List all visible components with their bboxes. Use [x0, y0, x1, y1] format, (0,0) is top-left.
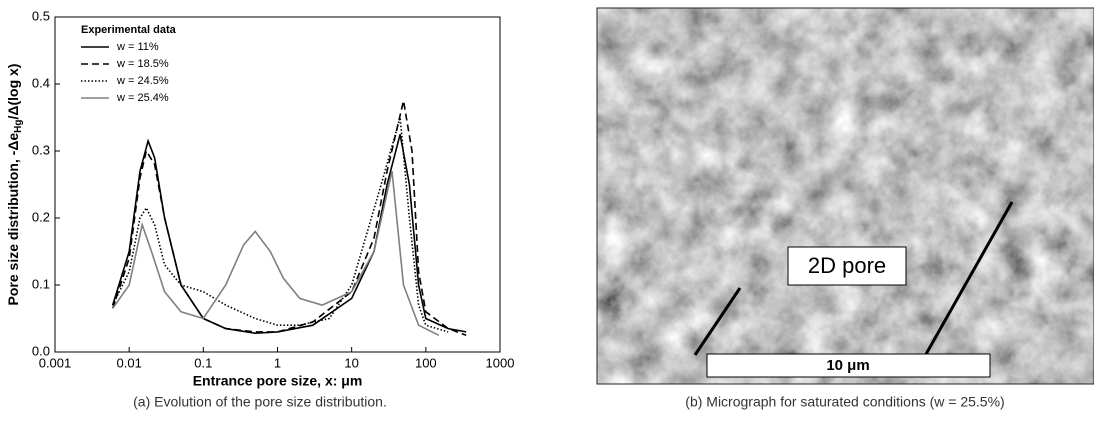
micrograph-image: [597, 8, 1094, 384]
micrograph-border: [596, 7, 1094, 385]
legend-label: w = 18.5%: [116, 58, 169, 70]
caption: (b) Micrograph for saturated conditions …: [685, 394, 1004, 410]
y-axis-label: Pore size distribution, -ΔeHg/Δ(log x): [5, 64, 24, 306]
y-tick-label: 0.4: [32, 75, 50, 90]
series-line: [112, 170, 440, 337]
y-tick-label: 0.3: [32, 142, 50, 157]
x-tick-label: 1: [274, 355, 281, 370]
y-axis-label-part: Pore size distribution, -Δe: [5, 133, 21, 306]
chart: 0.0 0.1 0.2 0.3 0.4 0.5 0.001 0.01 0.1 1 10 100 1000…: [5, 8, 515, 388]
scale-bar-label: 10 μm: [826, 357, 869, 374]
pore-label-box: [787, 246, 907, 286]
x-tick-label: 0.1: [194, 355, 212, 370]
scale-bar: [706, 353, 991, 378]
x-tick-label: 1000: [486, 355, 515, 370]
series-line: [111, 134, 467, 335]
x-tick-label: 10: [344, 355, 358, 370]
y-tick-label: 0.2: [32, 209, 50, 224]
y-tick-label: 0.5: [32, 8, 50, 23]
pore-label: 2D pore: [808, 253, 886, 278]
series-line: [111, 100, 467, 337]
pore-line: [693, 287, 742, 356]
y-tick-label: 0.0: [32, 343, 50, 358]
legend-label: w = 24.5%: [116, 75, 169, 87]
x-axis-label: Entrance pore size, x: μm: [193, 373, 363, 389]
legend-label: w = 25.4%: [116, 92, 169, 104]
x-tick-label: 0.01: [117, 355, 142, 370]
micrograph: 2D pore 10 μm: [596, 7, 1094, 385]
legend-title: Experimental data: [81, 24, 177, 36]
y-axis-label-part: /Δ(log x): [5, 64, 21, 120]
x-tick-label: 0.001: [39, 355, 72, 370]
pore-line: [923, 201, 1014, 357]
legend-label: w = 11%: [116, 41, 159, 53]
caption: (a) Evolution of the pore size distribut…: [133, 394, 387, 410]
y-tick-label: 0.1: [32, 276, 50, 291]
x-tick-label: 100: [415, 355, 437, 370]
y-axis-label-subscript: Hg: [13, 119, 24, 132]
